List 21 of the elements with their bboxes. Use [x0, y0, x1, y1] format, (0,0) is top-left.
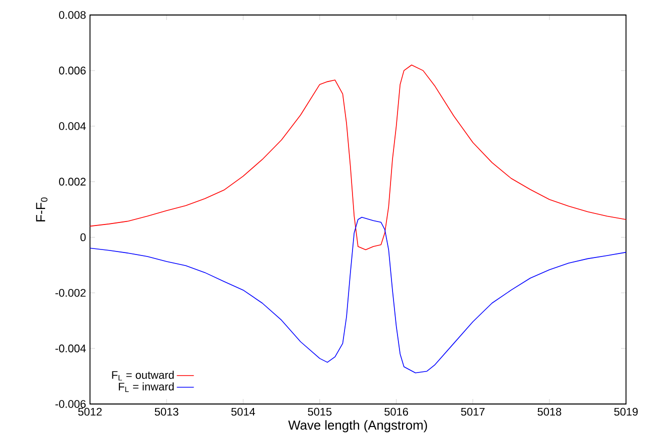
- line-series: [90, 64, 626, 250]
- y-tick-label: 0.004: [59, 122, 86, 130]
- x-tick-label: 5015: [308, 408, 332, 416]
- legend-label: F$_{L}$ = outward: [112, 370, 174, 380]
- y-tick-label: 0.002: [59, 178, 86, 186]
- x-tick-label: 5016: [384, 408, 408, 416]
- y-axis-title: F-F$_{0}$: [36, 197, 48, 222]
- y-tick-label: 0.008: [59, 11, 86, 19]
- y-tick-label: -0.002: [55, 288, 86, 297]
- x-tick-label: 5017: [461, 408, 485, 416]
- y-tick-label: 0.006: [59, 66, 86, 74]
- x-axis-title: Wave length (Angstrom): [288, 420, 428, 432]
- y-tick-label: -0.004: [55, 344, 86, 352]
- x-tick-label: 5018: [538, 408, 562, 416]
- x-tick-label: 5012: [78, 408, 102, 416]
- y-tick-label: 0: [80, 233, 86, 242]
- x-tick-label: 5014: [231, 408, 256, 416]
- y-tick-label: -0.006: [55, 400, 86, 408]
- x-tick-label: 5019: [614, 408, 638, 416]
- legend-label: F$_{L}$ = inward: [118, 382, 174, 392]
- x-tick-label: 5013: [154, 408, 178, 416]
